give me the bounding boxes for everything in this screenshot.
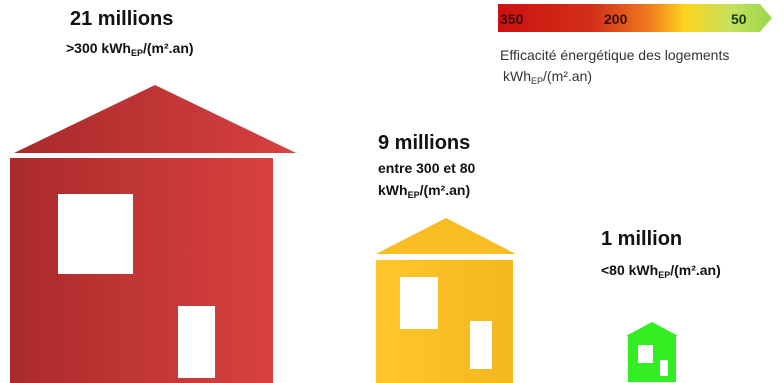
scale-label-200: 200: [604, 11, 628, 27]
medium-group-condition-unit: kWhEP/(m².an): [378, 182, 471, 200]
low-house-door: [660, 360, 668, 376]
high-house-body: [10, 158, 273, 383]
low-group-condition: <80 kWhEP/(m².an): [601, 262, 721, 280]
high-house-roof: [14, 85, 296, 153]
medium-house-body: [376, 260, 513, 383]
low-group-count: 1 million: [601, 228, 683, 250]
energy-scale-bar: [498, 4, 772, 32]
high-group-condition: >300 kWhEP/(m².an): [66, 40, 194, 58]
high-group-count: 21 millions: [70, 8, 174, 30]
low-house-roof: [626, 322, 678, 336]
legend-title: Efficacité énergétique des logements: [500, 47, 730, 63]
scale-label-350: 350: [500, 11, 524, 27]
legend-unit: kWhEP/(m².an): [503, 68, 593, 86]
high-house-door: [178, 306, 215, 378]
medium-house-roof: [376, 218, 516, 254]
scale-label-50: 50: [731, 11, 747, 27]
medium-house-window: [400, 277, 438, 329]
medium-group-count: 9 millions: [378, 132, 471, 154]
low-house-window: [638, 345, 653, 363]
medium-house-door: [470, 321, 492, 369]
medium-group-condition-range: entre 300 et 80: [378, 160, 476, 176]
high-house-window: [58, 194, 133, 274]
